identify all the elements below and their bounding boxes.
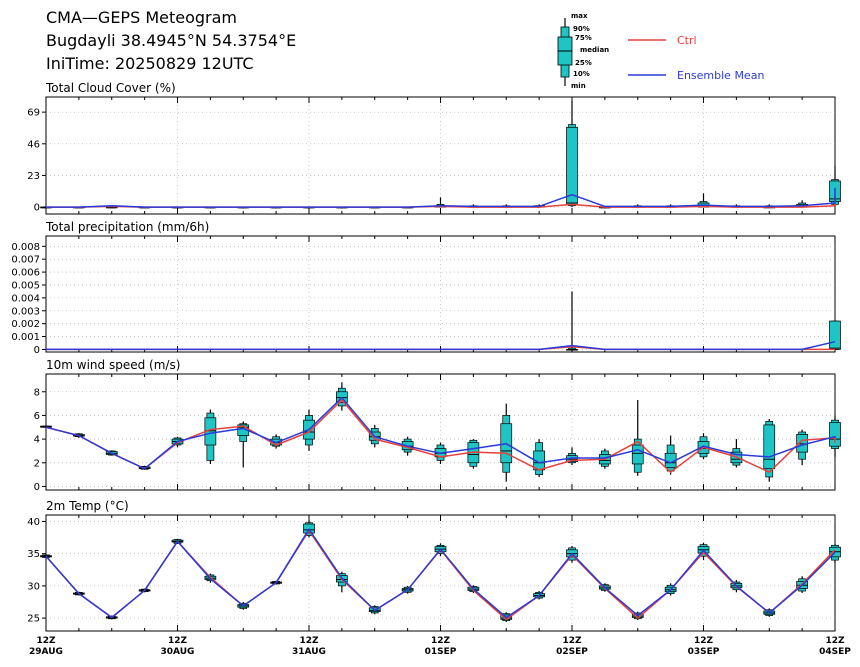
box-plot	[631, 400, 644, 476]
box-plot	[533, 439, 545, 477]
y-tick-label: 40	[27, 517, 40, 528]
legend-box-label: 90%	[573, 25, 590, 33]
ensemble-mean-line	[46, 187, 836, 208]
legend-ctrl-label: Ctrl	[677, 34, 697, 47]
x-tick-date-label: 30AUG	[161, 647, 195, 657]
panel-title: 10m wind speed (m/s)	[46, 358, 180, 372]
y-tick-label: 0.008	[11, 242, 40, 253]
panel-frame	[45, 514, 836, 632]
legend-box-label: median	[580, 46, 609, 54]
panel-title: Total precipitation (mm/6h)	[45, 220, 209, 234]
legend-box-symbol: max 90%75% median 25% 10% min	[557, 12, 609, 90]
y-tick-label: 23	[27, 171, 40, 182]
y-tick-label: 0.005	[11, 280, 40, 291]
ensemble-mean-line	[46, 340, 836, 351]
panel-1: Total Cloud Cover (%) 0 23 46 69	[27, 81, 841, 215]
x-tick-hour-label: 12Z	[299, 636, 319, 646]
panel-title: 2m Temp (°C)	[46, 499, 129, 513]
panel-2: Total precipitation (mm/6h) 0 0.001 0.002 0.…	[11, 220, 841, 356]
x-axis: 12Z29AUG12Z30AUG12Z31AUG12Z01SEP12Z02SEP…	[29, 636, 851, 657]
x-tick-date-label: 03SEP	[688, 647, 720, 657]
box-plot	[829, 320, 841, 350]
box-inner	[631, 444, 644, 465]
box-inner	[566, 126, 578, 205]
box-inner	[763, 424, 776, 470]
x-tick-hour-label: 12Z	[825, 636, 845, 646]
x-tick-hour-label: 12Z	[431, 636, 451, 646]
box-inner	[829, 320, 841, 350]
y-tick-label: 0	[34, 345, 40, 356]
y-tick-label: 0	[34, 482, 40, 493]
y-tick-label: 0.004	[11, 293, 40, 304]
ensemble-mean-line	[45, 396, 836, 470]
legend-box-label: max	[571, 12, 588, 20]
panel-frame	[45, 96, 836, 215]
y-tick-label: 2	[34, 458, 40, 469]
y-tick-label: 0	[34, 203, 40, 214]
y-tick-label: 0.003	[11, 306, 40, 317]
ensemble-mean-line	[45, 528, 836, 619]
panel-title: Total Cloud Cover (%)	[45, 81, 176, 95]
y-tick-label: 6	[34, 411, 40, 422]
chart-title: CMA—GEPS Meteogram	[46, 8, 237, 27]
y-tick-label: 0.006	[11, 268, 40, 279]
box-plot	[566, 291, 578, 351]
x-tick-hour-label: 12Z	[168, 636, 188, 646]
panel-frame	[45, 235, 836, 353]
panel-3: 10m wind speed (m/s) 0 2 4 6 8	[34, 358, 841, 493]
y-tick-label: 0.001	[11, 332, 40, 343]
y-tick-label: 35	[27, 549, 40, 560]
legend-box-label: 25%	[575, 59, 592, 67]
y-tick-label: 4	[34, 435, 40, 446]
box-plot	[566, 101, 578, 208]
location-label: Bugdayli 38.4945°N 54.3754°E	[46, 31, 296, 50]
legend-box-label: min	[571, 82, 586, 90]
x-tick-hour-label: 12Z	[36, 636, 56, 646]
x-tick-date-label: 01SEP	[425, 647, 457, 657]
x-tick-date-label: 31AUG	[292, 647, 326, 657]
legend-mean-label: Ensemble Mean	[677, 69, 764, 82]
y-tick-label: 0.002	[11, 319, 40, 330]
box-plot	[105, 206, 118, 209]
legend-box-label: 10%	[573, 70, 590, 78]
panel-frame	[45, 373, 836, 491]
x-tick-date-label: 04SEP	[819, 647, 851, 657]
y-tick-label: 8	[34, 387, 40, 398]
x-tick-hour-label: 12Z	[694, 636, 714, 646]
init-time-label: IniTime: 20250829 12UTC	[46, 54, 254, 73]
box-inner	[829, 422, 841, 447]
y-tick-label: 25	[27, 614, 40, 625]
legend-box-label: 75%	[575, 34, 592, 42]
y-tick-label: 46	[27, 139, 40, 150]
legend: max 90%75% median 25% 10% min Ctrl Ensemble M…	[557, 12, 764, 90]
y-tick-label: 30	[27, 581, 40, 592]
panel-4: 2m Temp (°C) 25 30 35 40	[27, 499, 841, 632]
y-tick-label: 0.007	[11, 255, 40, 266]
x-tick-date-label: 29AUG	[29, 647, 63, 657]
box-plot	[40, 425, 52, 428]
x-tick-hour-label: 12Z	[562, 636, 582, 646]
x-tick-date-label: 02SEP	[556, 647, 588, 657]
y-tick-label: 69	[27, 108, 40, 119]
